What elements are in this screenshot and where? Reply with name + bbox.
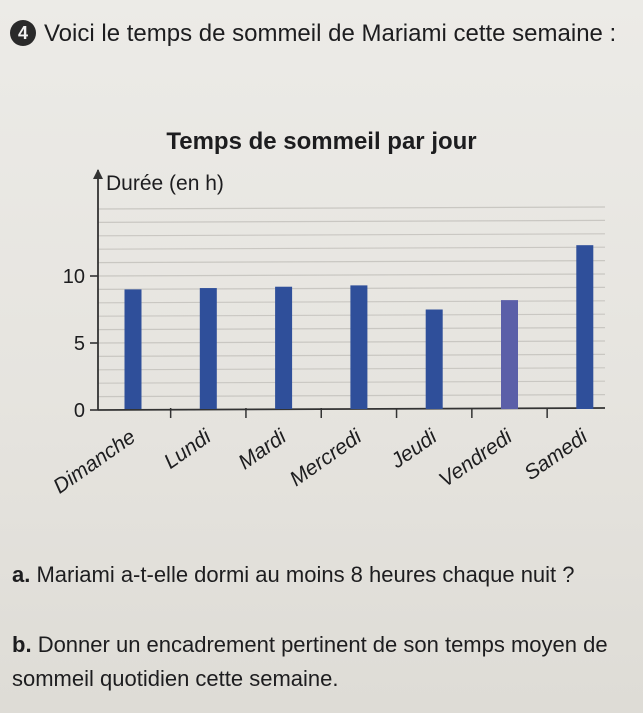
y-axis-label: Durée (en h) [106, 172, 224, 195]
gridline [97, 233, 606, 237]
chart-grid [97, 206, 606, 398]
gridline [97, 219, 606, 223]
question-b-text: Donner un encadrement pertinent de son t… [12, 632, 608, 691]
gridline [97, 260, 606, 264]
chart-title: Temps de sommeil par jour [166, 128, 477, 155]
question-b-letter: b. [12, 632, 32, 657]
question-a-letter: a. [12, 562, 31, 587]
x-tick-label-lundi: Lundi [160, 424, 216, 473]
bar-lundi [199, 288, 217, 409]
gridline [97, 273, 606, 277]
exercise-number: 4 [10, 20, 36, 46]
exercise-header: 4 Voici le temps de sommeil de Mariami ce… [10, 14, 630, 54]
bar-mercredi [350, 285, 368, 409]
bar-mardi [275, 286, 293, 409]
gridline [97, 246, 606, 250]
x-tick-label-mardi: Mardi [234, 424, 291, 474]
y-tick-label: 0 [74, 400, 85, 422]
x-tick-label-mercredi: Mercredi [286, 424, 367, 490]
exercise-intro: Voici le temps de sommeil de Mariami cet… [44, 20, 617, 47]
bar-vendredi [501, 300, 518, 409]
bar-dimanche [124, 289, 142, 409]
y-tick-label: 5 [74, 333, 85, 355]
x-tick-label-vendredi: Vendredi [435, 424, 518, 491]
x-tick-label-dimanche: Dimanche [49, 425, 140, 498]
x-tick-label-jeudi: Jeudi [386, 424, 442, 473]
x-tick-label-samedi: Samedi [520, 424, 593, 484]
y-tick-label: 10 [63, 266, 85, 288]
question-b: b. Donner un encadrement pertinent de so… [12, 628, 632, 696]
question-a: a. Mariami a-t-elle dormi au moins 8 heu… [12, 558, 632, 592]
chart-axes [90, 169, 606, 418]
y-axis-arrow [93, 169, 103, 179]
bar-samedi [576, 245, 594, 409]
gridline [97, 206, 606, 210]
question-a-text: Mariami a-t-elle dormi au moins 8 heures… [36, 562, 575, 587]
chart-bars [124, 245, 594, 409]
bar-jeudi [425, 309, 443, 409]
bar-chart: 0 5 10 Durée (en h) Dimanche Lundi MardiMercre… [49, 169, 606, 498]
